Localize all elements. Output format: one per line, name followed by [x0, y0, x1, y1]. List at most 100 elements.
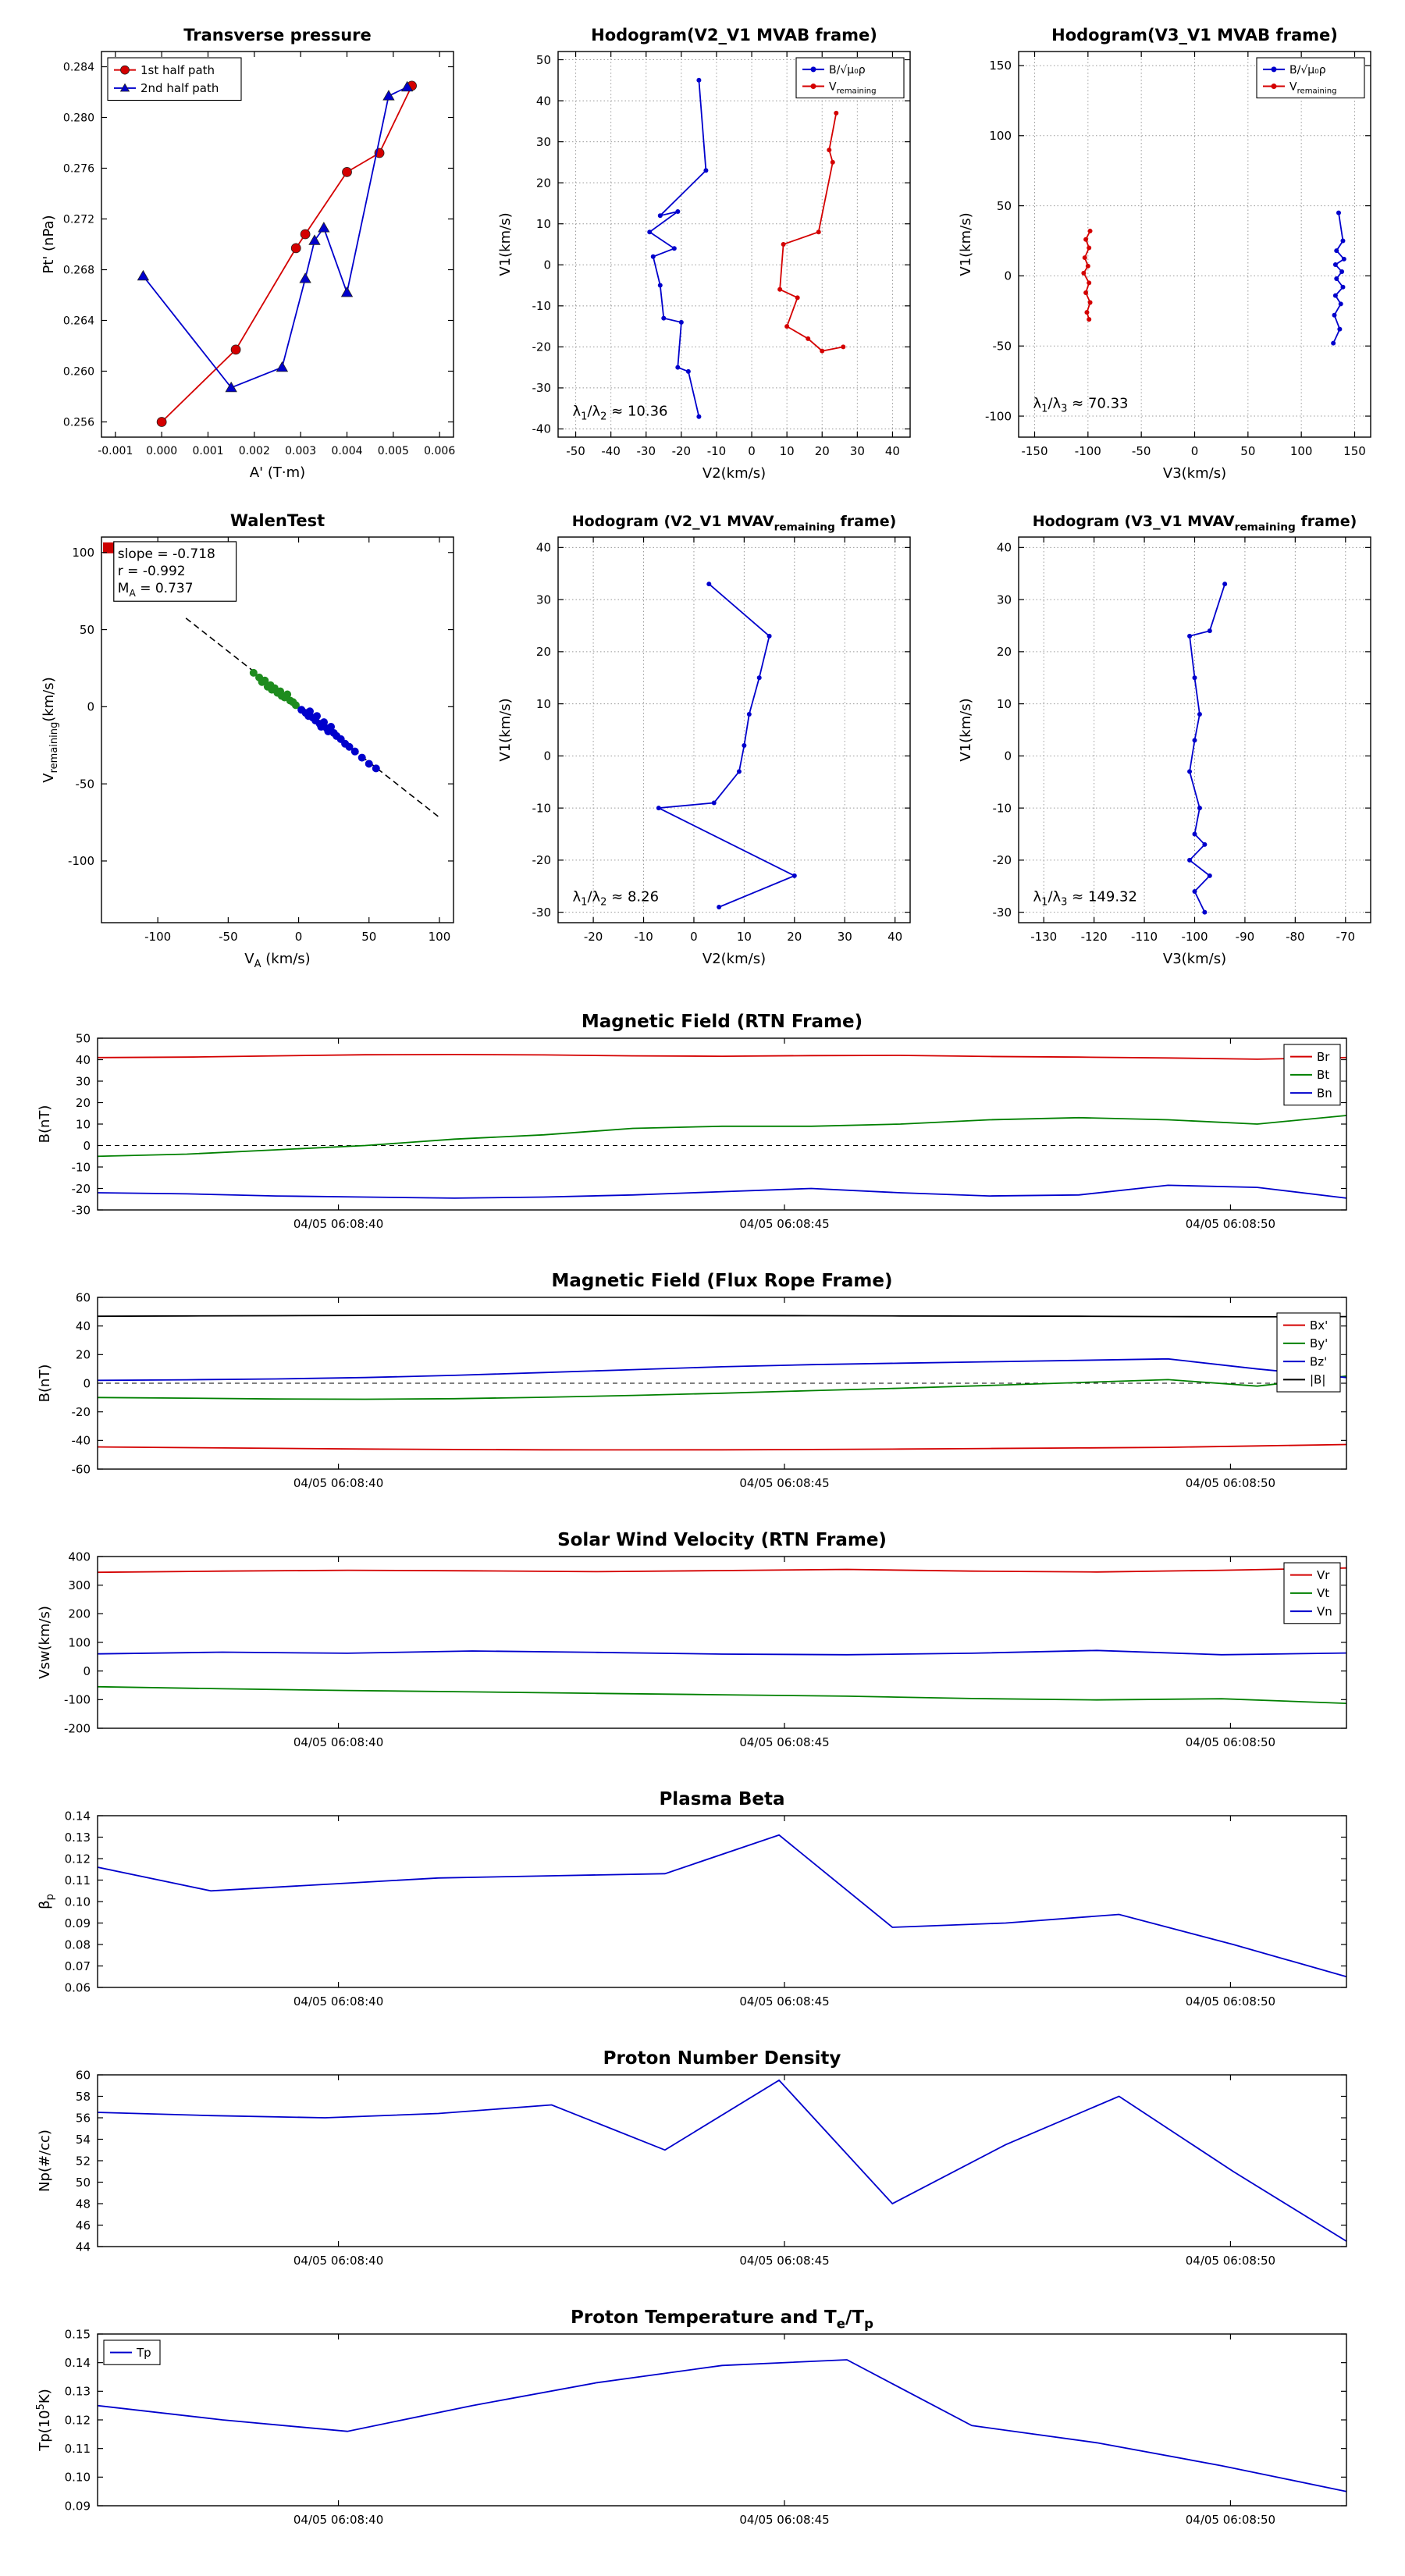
svg-text:10: 10	[536, 697, 551, 711]
svg-text:40: 40	[536, 541, 551, 555]
svg-text:-30: -30	[532, 906, 552, 920]
svg-text:100: 100	[429, 930, 451, 944]
svg-text:-20: -20	[672, 444, 692, 458]
svg-text:Bt: Bt	[1317, 1068, 1329, 1082]
svg-text:300: 300	[68, 1578, 91, 1592]
svg-text:-10: -10	[634, 930, 653, 944]
svg-text:60: 60	[76, 1290, 91, 1304]
svg-text:-40: -40	[601, 444, 621, 458]
svg-text:λ1/λ3 ≈ 149.32: λ1/λ3 ≈ 149.32	[1033, 889, 1137, 909]
svg-text:0: 0	[83, 1376, 91, 1390]
svg-text:0.004: 0.004	[331, 445, 362, 457]
svg-text:100: 100	[989, 129, 1012, 143]
svg-text:V3(km/s): V3(km/s)	[1163, 951, 1226, 967]
svg-text:0.000: 0.000	[146, 445, 177, 457]
svg-text:10: 10	[780, 444, 795, 458]
svg-text:-20: -20	[72, 1405, 91, 1419]
svg-text:46: 46	[76, 2218, 91, 2233]
svg-text:400: 400	[68, 1550, 91, 1564]
svg-text:Hodogram (V2_V1 MVAVremaining: Hodogram (V2_V1 MVAVremaining frame)	[572, 513, 897, 533]
svg-text:-40: -40	[532, 422, 552, 436]
svg-text:-10: -10	[707, 444, 727, 458]
svg-text:Tp: Tp	[136, 2346, 151, 2360]
svg-text:04/05 06:08:40: 04/05 06:08:40	[293, 1735, 383, 1749]
svg-text:Proton Number Density: Proton Number Density	[603, 2048, 841, 2069]
svg-text:50: 50	[76, 1031, 91, 1045]
svg-text:Bx': Bx'	[1310, 1318, 1328, 1332]
svg-text:B/√μ₀ρ: B/√μ₀ρ	[829, 64, 866, 76]
svg-text:20: 20	[815, 444, 830, 458]
svg-text:-150: -150	[1021, 444, 1048, 458]
svg-text:40: 40	[536, 94, 551, 108]
svg-text:-30: -30	[637, 444, 656, 458]
svg-text:slope = -0.718: slope = -0.718	[118, 546, 215, 562]
svg-text:0.001: 0.001	[192, 445, 223, 457]
svg-text:λ1/λ2 ≈ 8.26: λ1/λ2 ≈ 8.26	[573, 889, 660, 909]
svg-text:-100: -100	[1181, 930, 1208, 944]
svg-text:52: 52	[76, 2154, 91, 2168]
svg-text:Np(#/cc): Np(#/cc)	[37, 2129, 53, 2192]
svg-text:40: 40	[887, 930, 902, 944]
svg-text:50: 50	[76, 2176, 91, 2190]
svg-text:10: 10	[737, 930, 752, 944]
svg-text:04/05 06:08:45: 04/05 06:08:45	[739, 1476, 829, 1490]
svg-text:30: 30	[850, 444, 865, 458]
svg-text:04/05 06:08:40: 04/05 06:08:40	[293, 1476, 383, 1490]
svg-text:10: 10	[76, 1117, 91, 1131]
svg-text:Proton Temperature and Te/Tp: Proton Temperature and Te/Tp	[571, 2307, 873, 2331]
svg-text:-100: -100	[985, 409, 1012, 423]
svg-text:150: 150	[989, 59, 1012, 73]
svg-text:20: 20	[536, 176, 551, 190]
svg-text:0.11: 0.11	[65, 2442, 91, 2456]
svg-text:04/05 06:08:45: 04/05 06:08:45	[739, 1735, 829, 1749]
svg-text:04/05 06:08:40: 04/05 06:08:40	[293, 1994, 383, 2008]
svg-text:MA = 0.737: MA = 0.737	[118, 581, 194, 599]
svg-text:-60: -60	[72, 1462, 91, 1476]
svg-text:Pt' (nPa): Pt' (nPa)	[41, 215, 57, 273]
svg-text:0: 0	[543, 258, 551, 272]
svg-text:40: 40	[997, 541, 1012, 555]
svg-text:-30: -30	[72, 1203, 91, 1217]
chart-hodogram-v2v1-mvav-remaining: -20 -10 0 10 20 30 40 -30 -20 -10 0 10 20 30 40 Hodogra…	[480, 500, 921, 976]
svg-text:0.12: 0.12	[65, 2413, 91, 2427]
svg-text:0.07: 0.07	[65, 1959, 91, 1973]
svg-text:0.002: 0.002	[239, 445, 270, 457]
svg-text:50: 50	[536, 53, 551, 67]
chart-proton-number-density: 04/05 06:08:40 04/05 06:08:45 04/05 06:08:…	[23, 2042, 1382, 2286]
svg-text:V1(km/s): V1(km/s)	[958, 698, 974, 761]
svg-text:50: 50	[361, 930, 376, 944]
svg-text:0: 0	[295, 930, 303, 944]
svg-text:20: 20	[787, 930, 802, 944]
svg-text:0: 0	[748, 444, 756, 458]
svg-text:-100: -100	[68, 854, 94, 868]
svg-text:30: 30	[997, 592, 1012, 607]
svg-text:0: 0	[83, 1139, 91, 1153]
svg-text:Magnetic Field (Flux Rope Fram: Magnetic Field (Flux Rope Frame)	[552, 1271, 893, 1291]
svg-text:-20: -20	[993, 853, 1012, 867]
svg-text:Vt: Vt	[1317, 1586, 1329, 1600]
svg-text:-50: -50	[566, 444, 585, 458]
chart-hodogram-v3v1-mvab: -150 -100 -50 0 50 100 150 -100 -50 0 50 100 150 Hodo…	[941, 14, 1382, 490]
svg-text:0.272: 0.272	[63, 213, 94, 226]
svg-text:βp: βp	[37, 1894, 56, 1909]
svg-text:Hodogram(V2_V1 MVAB frame): Hodogram(V2_V1 MVAB frame)	[591, 26, 877, 44]
svg-text:-10: -10	[532, 299, 552, 313]
svg-text:-50: -50	[993, 339, 1012, 353]
svg-text:0: 0	[1004, 749, 1012, 763]
svg-text:0.256: 0.256	[63, 416, 94, 429]
svg-text:A' (T·m): A' (T·m)	[250, 464, 305, 481]
svg-text:0.260: 0.260	[63, 365, 94, 378]
svg-text:-0.001: -0.001	[98, 445, 133, 457]
svg-text:0: 0	[83, 1664, 91, 1678]
svg-text:20: 20	[76, 1096, 91, 1110]
svg-text:54: 54	[76, 2133, 91, 2147]
svg-text:0.284: 0.284	[63, 61, 94, 73]
svg-text:100: 100	[1290, 444, 1313, 458]
svg-text:2nd half path: 2nd half path	[140, 81, 219, 95]
svg-text:B(nT): B(nT)	[37, 1364, 53, 1403]
svg-text:-40: -40	[72, 1434, 91, 1448]
svg-text:40: 40	[76, 1319, 91, 1333]
svg-text:Vr: Vr	[1317, 1568, 1330, 1582]
svg-text:0.264: 0.264	[63, 315, 94, 327]
svg-text:Solar Wind Velocity (RTN Frame: Solar Wind Velocity (RTN Frame)	[557, 1530, 887, 1550]
